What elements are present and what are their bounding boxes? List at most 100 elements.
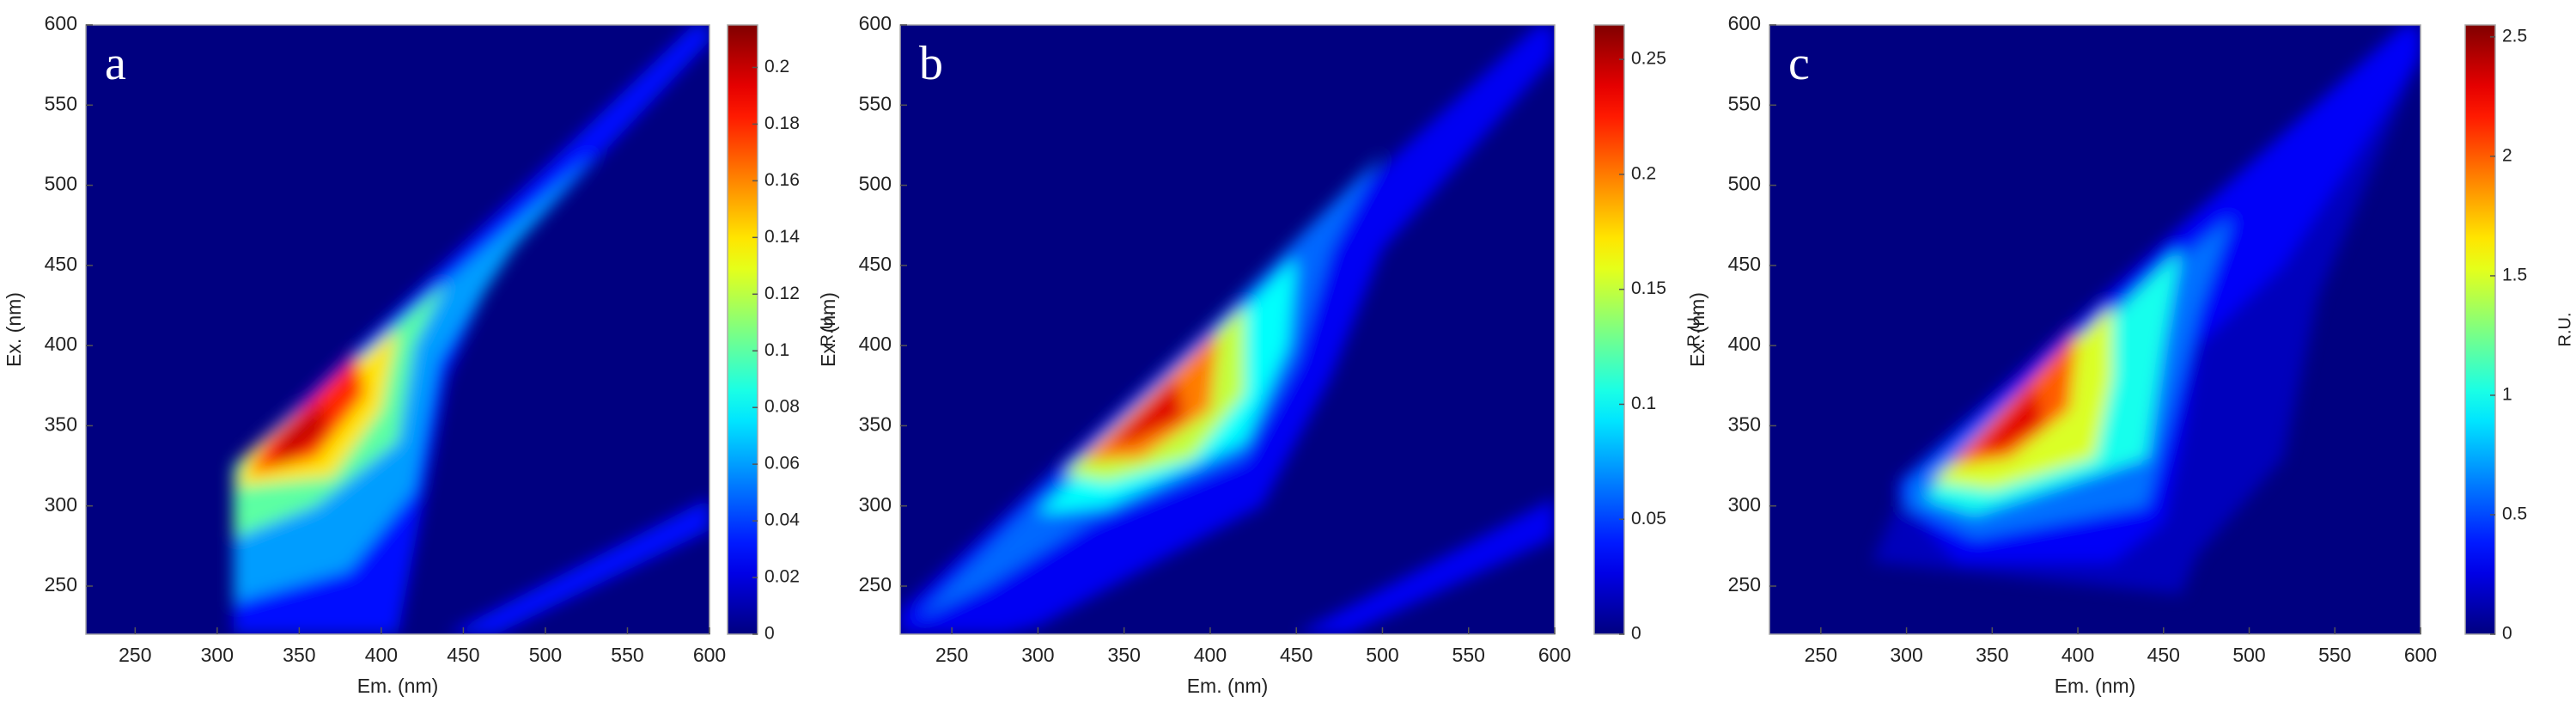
y-tick-label: 300 bbox=[859, 493, 892, 516]
x-tick-label: 350 bbox=[283, 644, 315, 666]
y-axis-label: Ex. (nm) bbox=[817, 292, 839, 367]
x-tick-label: 600 bbox=[1538, 644, 1571, 666]
colorbar-tick-label: 0.02 bbox=[764, 567, 800, 587]
axes-frame bbox=[85, 24, 710, 635]
colorbar-tick-label: 0.2 bbox=[1631, 163, 1656, 183]
y-tick-label: 350 bbox=[1728, 413, 1761, 436]
colorbar-tick-label: 0 bbox=[1631, 624, 1641, 644]
y-tick-label: 550 bbox=[45, 92, 77, 114]
colorbar-label: R.U. bbox=[2555, 313, 2574, 347]
y-tick-label: 450 bbox=[1728, 253, 1761, 275]
y-tick-label: 250 bbox=[45, 573, 77, 596]
x-axis-label: Em. (nm) bbox=[1187, 675, 1269, 697]
y-tick-label: 600 bbox=[45, 12, 77, 34]
x-tick-label: 300 bbox=[1021, 644, 1054, 666]
y-tick-label: 550 bbox=[1728, 92, 1761, 114]
y-tick-label: 350 bbox=[859, 413, 892, 436]
x-tick-label: 600 bbox=[2404, 644, 2437, 666]
x-tick-label: 550 bbox=[1452, 644, 1485, 666]
x-tick-label: 500 bbox=[2232, 644, 2265, 666]
x-tick-label: 450 bbox=[447, 644, 479, 666]
y-tick-label: 350 bbox=[45, 413, 77, 436]
colorbar-tick-label: 0.05 bbox=[1631, 509, 1666, 529]
x-tick-label: 400 bbox=[365, 644, 398, 666]
x-tick-label: 300 bbox=[1890, 644, 1922, 666]
y-tick-label: 400 bbox=[45, 333, 77, 355]
y-tick-label: 400 bbox=[1728, 333, 1761, 355]
y-tick-label: 500 bbox=[1728, 173, 1761, 195]
y-tick-label: 550 bbox=[859, 92, 892, 114]
x-tick-label: 350 bbox=[1976, 644, 2008, 666]
colorbar-tick-label: 2 bbox=[2502, 145, 2512, 165]
colorbar-label: R.U. bbox=[818, 313, 837, 347]
colorbar-tick-label: 2.5 bbox=[2502, 26, 2527, 46]
colorbar-tick-label: 0.08 bbox=[764, 397, 800, 417]
colorbar-tick-label: 1 bbox=[2502, 385, 2512, 405]
colorbar-tick-label: 1.5 bbox=[2502, 265, 2527, 284]
x-axis-label: Em. (nm) bbox=[357, 675, 439, 697]
contour-field bbox=[233, 25, 709, 634]
contour-region bbox=[1106, 377, 1184, 445]
contour-blur bbox=[1872, 25, 2421, 595]
colorbar bbox=[2464, 24, 2496, 635]
panel-label: a bbox=[105, 37, 126, 90]
x-tick-label: 600 bbox=[693, 644, 726, 666]
x-tick-label: 450 bbox=[2147, 644, 2180, 666]
colorbar-tick-label: 0.1 bbox=[764, 340, 789, 360]
colorbar-tick-label: 0 bbox=[764, 624, 775, 644]
x-tick-label: 250 bbox=[1805, 644, 1837, 666]
x-tick-label: 400 bbox=[2061, 644, 2094, 666]
colorbar-tick-label: 0.16 bbox=[764, 170, 800, 190]
y-tick-label: 600 bbox=[1728, 12, 1761, 34]
x-tick-label: 250 bbox=[119, 644, 151, 666]
colorbar-tick-label: 0.15 bbox=[1631, 278, 1666, 298]
colorbar-tick-label: 0.25 bbox=[1631, 49, 1666, 69]
contour-blur bbox=[900, 25, 1555, 634]
panel-label: c bbox=[1788, 37, 1810, 90]
colorbar bbox=[727, 24, 758, 635]
colorbar-tick-label: 0.18 bbox=[764, 113, 800, 133]
contour-region bbox=[1081, 329, 1219, 461]
y-tick-label: 300 bbox=[45, 493, 77, 516]
y-tick-label: 450 bbox=[859, 253, 892, 275]
colorbar-tick-label: 0.1 bbox=[1631, 394, 1656, 413]
colorbar-tick-label: 0.06 bbox=[764, 454, 800, 474]
contour-blur bbox=[233, 25, 709, 634]
y-tick-label: 450 bbox=[45, 253, 77, 275]
x-tick-label: 550 bbox=[2318, 644, 2351, 666]
x-tick-label: 550 bbox=[611, 644, 643, 666]
contour-region bbox=[1296, 498, 1555, 634]
y-tick-label: 600 bbox=[859, 12, 892, 34]
y-tick-label: 500 bbox=[859, 173, 892, 195]
y-tick-label: 400 bbox=[859, 333, 892, 355]
contour-region bbox=[1949, 329, 2079, 467]
x-tick-label: 300 bbox=[201, 644, 234, 666]
contour-region bbox=[274, 401, 325, 467]
colorbar-tick-label: 0.14 bbox=[764, 227, 800, 247]
x-tick-label: 250 bbox=[935, 644, 968, 666]
contour-field bbox=[900, 25, 1555, 634]
y-tick-label: 300 bbox=[1728, 493, 1761, 516]
contour-region bbox=[447, 498, 709, 634]
colorbar bbox=[1593, 24, 1625, 635]
x-axis-label: Em. (nm) bbox=[2055, 675, 2136, 697]
y-tick-label: 500 bbox=[45, 173, 77, 195]
y-axis-label: Ex. (nm) bbox=[1686, 292, 1708, 367]
axes-frame bbox=[899, 24, 1556, 635]
x-tick-label: 450 bbox=[1280, 644, 1312, 666]
colorbar-tick-label: 0 bbox=[2502, 624, 2512, 644]
x-tick-label: 500 bbox=[1366, 644, 1398, 666]
colorbar-tick-label: 0.04 bbox=[764, 510, 800, 530]
y-tick-label: 250 bbox=[859, 573, 892, 596]
y-axis-label: Ex. (nm) bbox=[3, 292, 25, 367]
x-tick-label: 350 bbox=[1107, 644, 1140, 666]
colorbar-tick-label: 0.5 bbox=[2502, 504, 2527, 524]
axes-frame bbox=[1769, 24, 2421, 635]
colorbar-tick-label: 0.12 bbox=[764, 284, 800, 303]
colorbar-label: R.U. bbox=[1684, 313, 1703, 347]
contour-region bbox=[250, 353, 365, 474]
colorbar-tick-label: 0.2 bbox=[764, 57, 789, 76]
contour-region bbox=[1975, 385, 2044, 450]
y-tick-label: 250 bbox=[1728, 573, 1761, 596]
